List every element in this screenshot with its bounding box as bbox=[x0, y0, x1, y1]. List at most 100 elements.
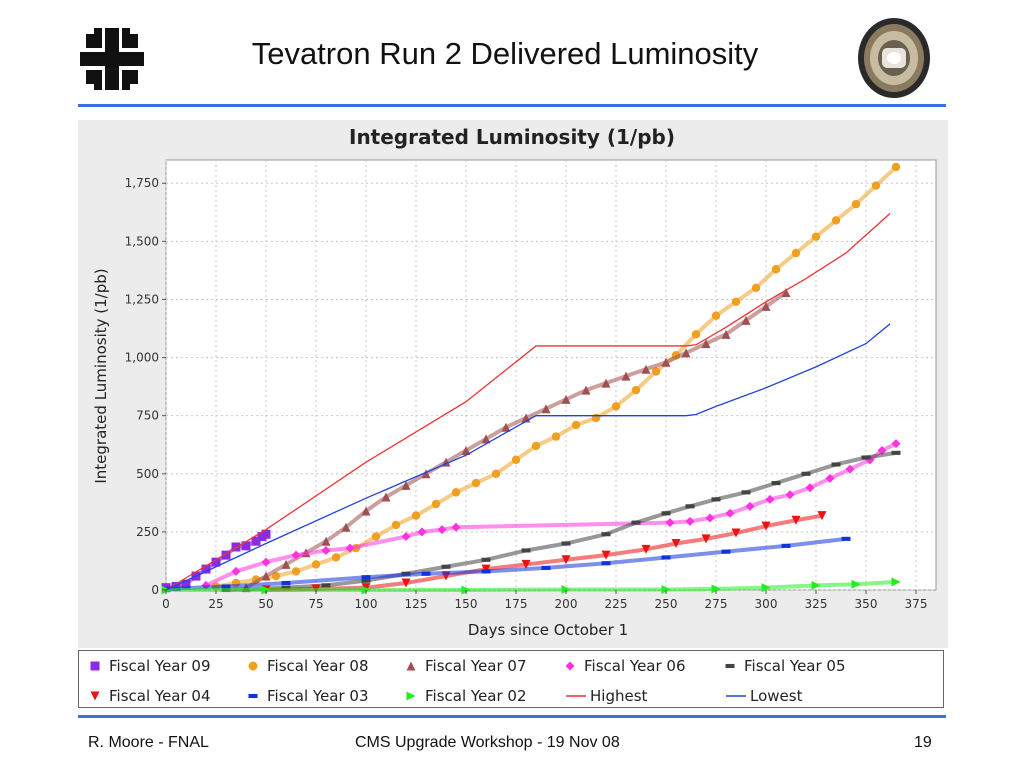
y-tick-label: 1,000 bbox=[125, 351, 159, 365]
series-lowest bbox=[165, 323, 891, 591]
x-tick-label: 325 bbox=[805, 597, 828, 611]
x-tick-label: 375 bbox=[905, 597, 928, 611]
data-point bbox=[651, 367, 661, 376]
data-point bbox=[785, 490, 795, 500]
data-point bbox=[401, 480, 411, 490]
data-point bbox=[381, 492, 391, 502]
data-point bbox=[631, 520, 641, 525]
series-trace-fiscal-year-05 bbox=[225, 450, 897, 592]
legend-swatch bbox=[406, 691, 416, 701]
legend-label: Fiscal Year 03 bbox=[267, 687, 369, 705]
data-point bbox=[561, 541, 571, 546]
data-point bbox=[211, 557, 221, 567]
legend-entry-highest: Highest bbox=[566, 687, 648, 705]
data-point bbox=[361, 506, 371, 516]
x-tick-label: 350 bbox=[855, 597, 878, 611]
footer-divider bbox=[78, 715, 946, 718]
data-point bbox=[831, 462, 841, 467]
data-point bbox=[805, 483, 815, 493]
legend-swatch bbox=[565, 661, 575, 671]
data-point bbox=[641, 544, 651, 554]
data-point bbox=[721, 329, 731, 339]
data-point bbox=[601, 561, 611, 566]
data-point bbox=[681, 348, 691, 358]
data-point bbox=[551, 432, 561, 441]
series-fiscal-year-07 bbox=[241, 287, 791, 593]
data-point bbox=[281, 559, 291, 569]
data-point bbox=[701, 339, 711, 349]
data-point bbox=[571, 420, 581, 430]
x-tick-label: 300 bbox=[755, 597, 778, 611]
legend-label: Lowest bbox=[750, 687, 803, 705]
data-point bbox=[685, 504, 695, 509]
data-point bbox=[721, 549, 731, 554]
footer-event: CMS Upgrade Workshop - 19 Nov 08 bbox=[355, 734, 620, 751]
data-point bbox=[711, 497, 721, 502]
data-point bbox=[661, 555, 671, 560]
data-point bbox=[845, 464, 855, 474]
series-trace-fiscal-year-04 bbox=[265, 513, 823, 592]
data-point bbox=[401, 578, 411, 588]
data-point bbox=[765, 494, 775, 504]
data-point bbox=[501, 422, 511, 432]
series-line-lowest bbox=[165, 323, 891, 591]
data-point bbox=[891, 439, 901, 449]
legend-entry-fiscal-year-06: Fiscal Year 06 bbox=[565, 657, 686, 675]
series-line-highest bbox=[165, 212, 891, 591]
y-tick-label: 1,250 bbox=[125, 292, 159, 306]
x-axis-label: Days since October 1 bbox=[468, 621, 628, 639]
data-point bbox=[461, 446, 471, 456]
x-tick-label: 175 bbox=[505, 597, 528, 611]
legend-entry-fiscal-year-09: Fiscal Year 09 bbox=[90, 657, 211, 675]
data-point bbox=[521, 548, 531, 553]
x-tick-label: 0 bbox=[162, 597, 170, 611]
y-tick-label: 0 bbox=[151, 583, 159, 597]
x-tick-label: 150 bbox=[455, 597, 478, 611]
data-point bbox=[851, 199, 861, 209]
data-point bbox=[361, 575, 371, 580]
data-point bbox=[331, 553, 341, 562]
data-point bbox=[391, 520, 401, 530]
data-point bbox=[561, 394, 571, 404]
data-point bbox=[621, 371, 631, 381]
x-tick-label: 200 bbox=[555, 597, 578, 611]
data-point bbox=[751, 283, 761, 293]
data-point bbox=[711, 584, 721, 594]
data-point bbox=[261, 571, 271, 581]
data-point bbox=[511, 455, 521, 465]
data-point bbox=[431, 499, 441, 509]
data-point bbox=[825, 473, 835, 483]
data-point bbox=[421, 469, 431, 479]
series-fiscal-year-06 bbox=[201, 439, 901, 590]
chart-panel: Integrated Luminosity (1/pb) 0 25 50 75 100 1… bbox=[78, 120, 948, 648]
legend-label: Fiscal Year 06 bbox=[584, 657, 686, 675]
legend-entry-fiscal-year-08: Fiscal Year 08 bbox=[248, 657, 369, 675]
data-point bbox=[241, 541, 251, 551]
data-point bbox=[871, 181, 881, 190]
series-trace-fiscal-year-03 bbox=[165, 536, 847, 591]
data-point bbox=[731, 297, 741, 306]
luminosity-chart: Integrated Luminosity (1/pb) 0 25 50 75 100 1… bbox=[92, 125, 937, 639]
data-point bbox=[417, 527, 427, 537]
data-point bbox=[771, 265, 781, 274]
data-point bbox=[611, 402, 621, 411]
legend-swatch bbox=[248, 693, 258, 699]
chart-legend: Fiscal Year 09 Fiscal Year 08 Fiscal Year … bbox=[78, 650, 944, 708]
data-point bbox=[481, 564, 491, 574]
slide-title: Tevatron Run 2 Delivered Luminosity bbox=[251, 36, 759, 71]
fermilab-logo bbox=[78, 26, 146, 92]
data-point bbox=[817, 511, 827, 521]
data-point bbox=[691, 330, 701, 339]
data-point bbox=[271, 571, 281, 581]
data-point bbox=[745, 501, 755, 511]
data-point bbox=[451, 488, 461, 497]
data-point bbox=[771, 481, 781, 486]
data-point bbox=[481, 434, 491, 444]
legend-label: Fiscal Year 02 bbox=[425, 687, 527, 705]
data-point bbox=[665, 518, 675, 528]
data-point bbox=[705, 513, 715, 523]
data-point bbox=[201, 564, 211, 574]
title-divider bbox=[78, 104, 946, 107]
data-point bbox=[661, 357, 671, 367]
series-trace-fiscal-year-07 bbox=[244, 290, 788, 590]
